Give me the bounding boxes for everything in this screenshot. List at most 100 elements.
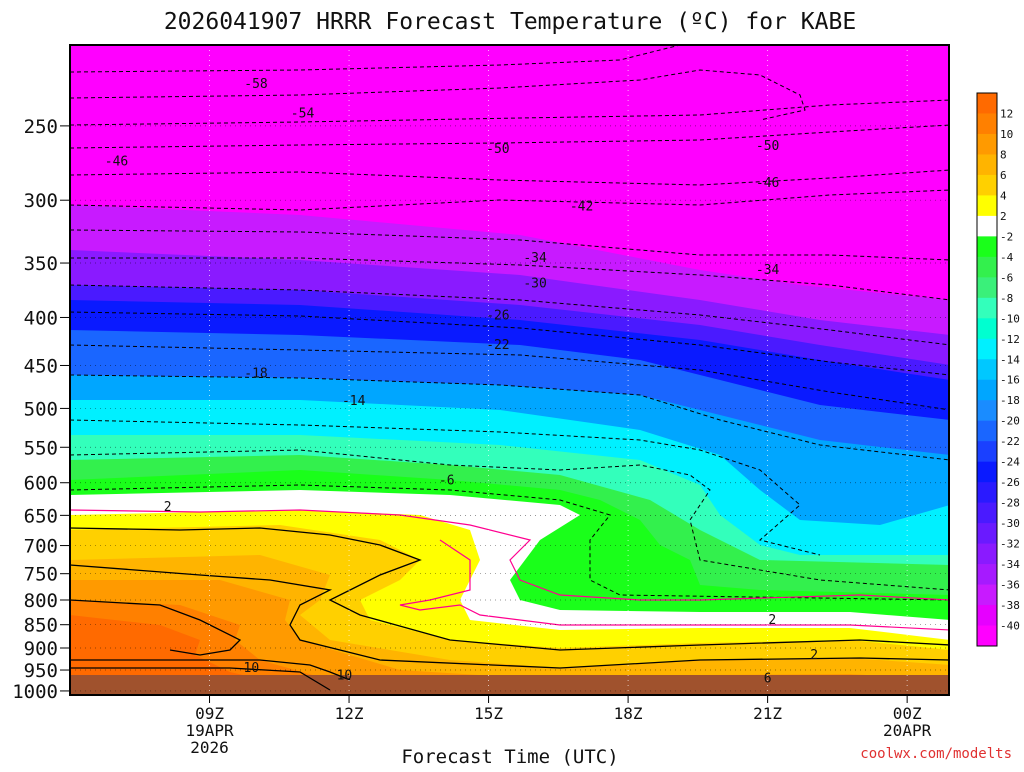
contour-label: -30 [523,276,546,291]
colorbar-swatch [977,236,997,258]
contour-label: -58 [244,77,267,92]
x-axis-label: Forecast Time (UTC) [401,746,618,768]
contour-label-text: -26 [486,308,509,323]
isotherm-dashed [70,69,806,121]
x-tick-label: 00Z [893,704,922,723]
colorbar-swatch [977,441,997,463]
colorbar-label: -32 [1000,538,1020,551]
colorbar-label: -40 [1000,620,1020,633]
colorbar-label: -14 [1000,353,1020,366]
contour-label: -50 [756,139,779,154]
y-tick-label: 600 [24,473,58,495]
isotherm-dashed [70,449,949,591]
colorbar-swatch [977,297,997,319]
colorbar-swatch [977,195,997,217]
x-tick-label: 20APR [883,721,932,740]
y-tick-label: 450 [24,355,58,377]
colorbar-swatch [977,502,997,524]
isotherm-dashed [70,484,949,601]
colorbar-swatch [977,338,997,360]
colorbar-label: 6 [1000,169,1007,182]
colorbar-label: 4 [1000,189,1007,202]
y-tick-label: 350 [24,253,58,275]
colorbar-label: -2 [1000,230,1013,243]
colorbar-swatch [977,523,997,545]
x-tick-label: 18Z [614,704,643,723]
contour-label-text: -50 [756,139,779,154]
contour-label-text: 6 [764,672,772,687]
contour-label: 2 [164,500,172,515]
y-tick-label: 950 [24,660,58,682]
contour-label: -14 [342,394,366,409]
temperature-band [70,580,949,695]
y-tick-label: 300 [24,190,58,212]
colorbar-label: -38 [1000,599,1020,612]
contour-label: 10 [337,668,353,683]
contour-label-text: 2 [810,648,818,663]
isotherm-dashed [70,284,949,346]
colorbar-swatch [977,564,997,586]
x-tick-label: 2026 [190,738,229,757]
contour-label: -42 [570,200,593,215]
isotherm-dashed [70,124,949,149]
isotherm-dashed [70,99,949,126]
contour-label-text: -50 [486,142,509,157]
colorbar-frame [976,92,998,647]
contour-label-text: -18 [244,367,267,382]
isotherm-dashed [70,229,949,261]
contour-label-text: -54 [291,107,315,122]
colorbar-swatch [977,420,997,442]
colorbar-swatch [977,584,997,606]
isotherm-solid [70,564,949,669]
y-tick-label: 800 [24,590,58,612]
colorbar-label: -28 [1000,497,1020,510]
contour-label: 6 [764,672,772,687]
x-tick-label: 15Z [474,704,503,723]
colorbar-label: -20 [1000,415,1020,428]
colorbar-swatch [977,277,997,299]
contour-label-text: -30 [523,276,546,291]
colorbar-swatch [977,359,997,381]
colorbar-swatch [977,133,997,155]
colorbar-swatch [977,256,997,278]
contour-label: -18 [244,367,267,382]
contour-label-text: -58 [244,77,267,92]
colorbar-swatch [977,174,997,196]
contour-label: -46 [105,154,128,169]
colorbar-swatch [977,543,997,565]
colorbar-swatch [977,154,997,176]
colorbar-label: -30 [1000,517,1020,530]
contour-label: -34 [756,263,780,278]
y-tick-label: 500 [24,398,58,420]
contour-label: -22 [486,338,509,353]
colorbar-swatch [977,605,997,627]
contour-label-text: -6 [439,473,455,488]
y-tick-label: 550 [24,437,58,459]
colorbar-label: -12 [1000,333,1020,346]
contour-label-text: 2 [768,613,776,628]
colorbar-label: -16 [1000,374,1020,387]
y-tick-label: 750 [24,564,58,586]
colorbar-label: 2 [1000,210,1007,223]
contour-label: -6 [439,473,455,488]
contour-label-text: 10 [337,668,353,683]
contour-label: -34 [523,251,547,266]
colorbar-label: -4 [1000,251,1014,264]
colorbar-swatch [977,215,997,237]
contour-label-text: -46 [756,176,779,191]
y-tick-label: 900 [24,638,58,660]
contour-label-text: -14 [342,394,366,409]
contour-label-text: 10 [244,661,260,676]
colorbar-swatch [977,379,997,401]
colorbar-label: -10 [1000,312,1020,325]
colorbar-swatch [977,400,997,422]
isotherm-dashed [70,189,949,211]
contour-label-text: -34 [523,251,547,266]
contour-label-text: -42 [570,200,593,215]
colorbar-label: 8 [1000,148,1007,161]
colorbar-label: -6 [1000,271,1013,284]
contour-label: 2 [768,613,776,628]
isotherm-solid [70,527,949,651]
